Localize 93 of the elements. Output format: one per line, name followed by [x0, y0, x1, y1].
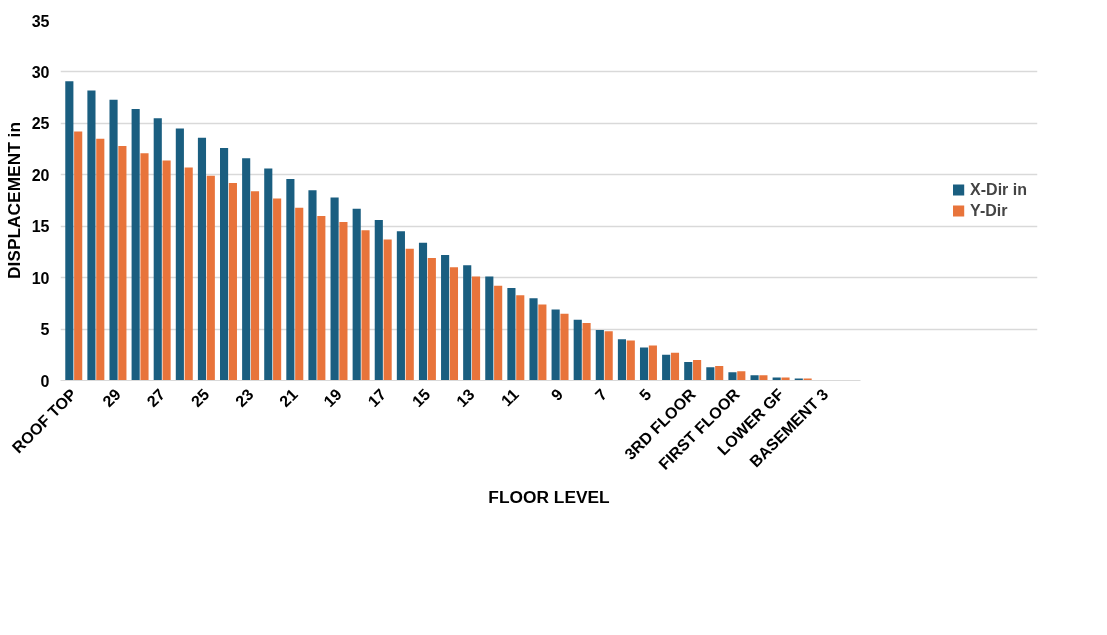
bar [560, 313, 569, 381]
y-tick-label: 5 [40, 321, 50, 339]
bar [427, 258, 436, 381]
legend-label: X-Dir in [970, 180, 1027, 199]
bar [693, 359, 702, 381]
bar [728, 372, 737, 381]
bar [516, 295, 525, 381]
bar [295, 207, 304, 381]
x-tick-label: 13 [453, 385, 478, 411]
x-axis-title: FLOOR LEVEL [488, 486, 611, 507]
bar [463, 265, 472, 381]
y-tick-label: 35 [31, 12, 50, 30]
bar [471, 276, 481, 381]
y-tick-label: 15 [31, 218, 50, 236]
bar [250, 191, 260, 381]
bar [339, 222, 348, 381]
x-tick-label: 7 [591, 385, 611, 404]
bar [626, 340, 635, 381]
x-tick-label: 15 [408, 385, 434, 411]
bar [197, 137, 207, 381]
bar [286, 178, 295, 381]
bar [507, 287, 516, 381]
bar [330, 197, 339, 381]
bar [153, 118, 162, 381]
y-tick-label: 20 [31, 166, 50, 184]
x-tick-label: 19 [320, 385, 346, 411]
legend-label: Y-Dir [970, 201, 1008, 220]
bar [441, 255, 450, 381]
bar [449, 267, 459, 381]
x-tick-label: 29 [99, 385, 125, 411]
bar [220, 148, 229, 381]
bar [273, 198, 282, 381]
bar [396, 231, 405, 381]
bar [737, 371, 746, 381]
bar [74, 131, 83, 381]
bar [794, 378, 803, 381]
bar [529, 298, 538, 381]
y-tick-label: 10 [31, 269, 50, 287]
x-tick-label: 5 [636, 385, 655, 404]
bar [308, 190, 317, 381]
bar [617, 339, 627, 381]
bar [715, 366, 724, 381]
x-tick-label: 9 [547, 385, 567, 404]
bar [264, 168, 273, 381]
bar [750, 375, 759, 381]
x-tick-label: 27 [143, 385, 169, 411]
bar [418, 242, 428, 381]
bar [494, 285, 503, 381]
bar [118, 145, 127, 381]
bar [662, 354, 671, 381]
y-tick-label: 30 [31, 63, 50, 81]
bar [206, 175, 215, 381]
bar [538, 304, 547, 381]
x-tick-label: 25 [187, 385, 213, 411]
bar [551, 309, 560, 381]
bar [361, 230, 370, 381]
bar [648, 345, 657, 381]
bar [405, 248, 414, 381]
y-tick-label: 0 [40, 372, 50, 390]
bar [781, 377, 790, 381]
y-tick-label: 25 [31, 115, 50, 133]
bar [670, 352, 680, 381]
bar [595, 330, 604, 381]
bar [604, 331, 613, 381]
bar [383, 239, 392, 381]
bar [96, 138, 105, 381]
bar [706, 367, 715, 381]
y-axis-title: DISPLACEMENT in [3, 122, 24, 279]
bar [109, 99, 118, 381]
bar [140, 153, 149, 381]
bar [175, 128, 184, 381]
x-tick-label: 11 [497, 385, 522, 410]
bar [803, 378, 812, 381]
bar [317, 215, 326, 381]
x-tick-label: 23 [232, 385, 257, 411]
bar [485, 276, 494, 381]
bar [184, 167, 193, 381]
bar [352, 208, 361, 381]
bar [242, 158, 251, 381]
bar [759, 375, 768, 381]
bar [374, 220, 383, 381]
bar [573, 319, 582, 381]
bar [65, 81, 74, 381]
x-tick-label: 17 [364, 385, 390, 411]
bar [87, 90, 96, 381]
bar [639, 347, 649, 381]
x-tick-label: 21 [276, 385, 301, 411]
bar [131, 108, 140, 381]
bar [772, 377, 781, 381]
bar [162, 160, 171, 381]
bar [582, 322, 591, 381]
bar [684, 361, 693, 381]
bar [228, 183, 237, 381]
